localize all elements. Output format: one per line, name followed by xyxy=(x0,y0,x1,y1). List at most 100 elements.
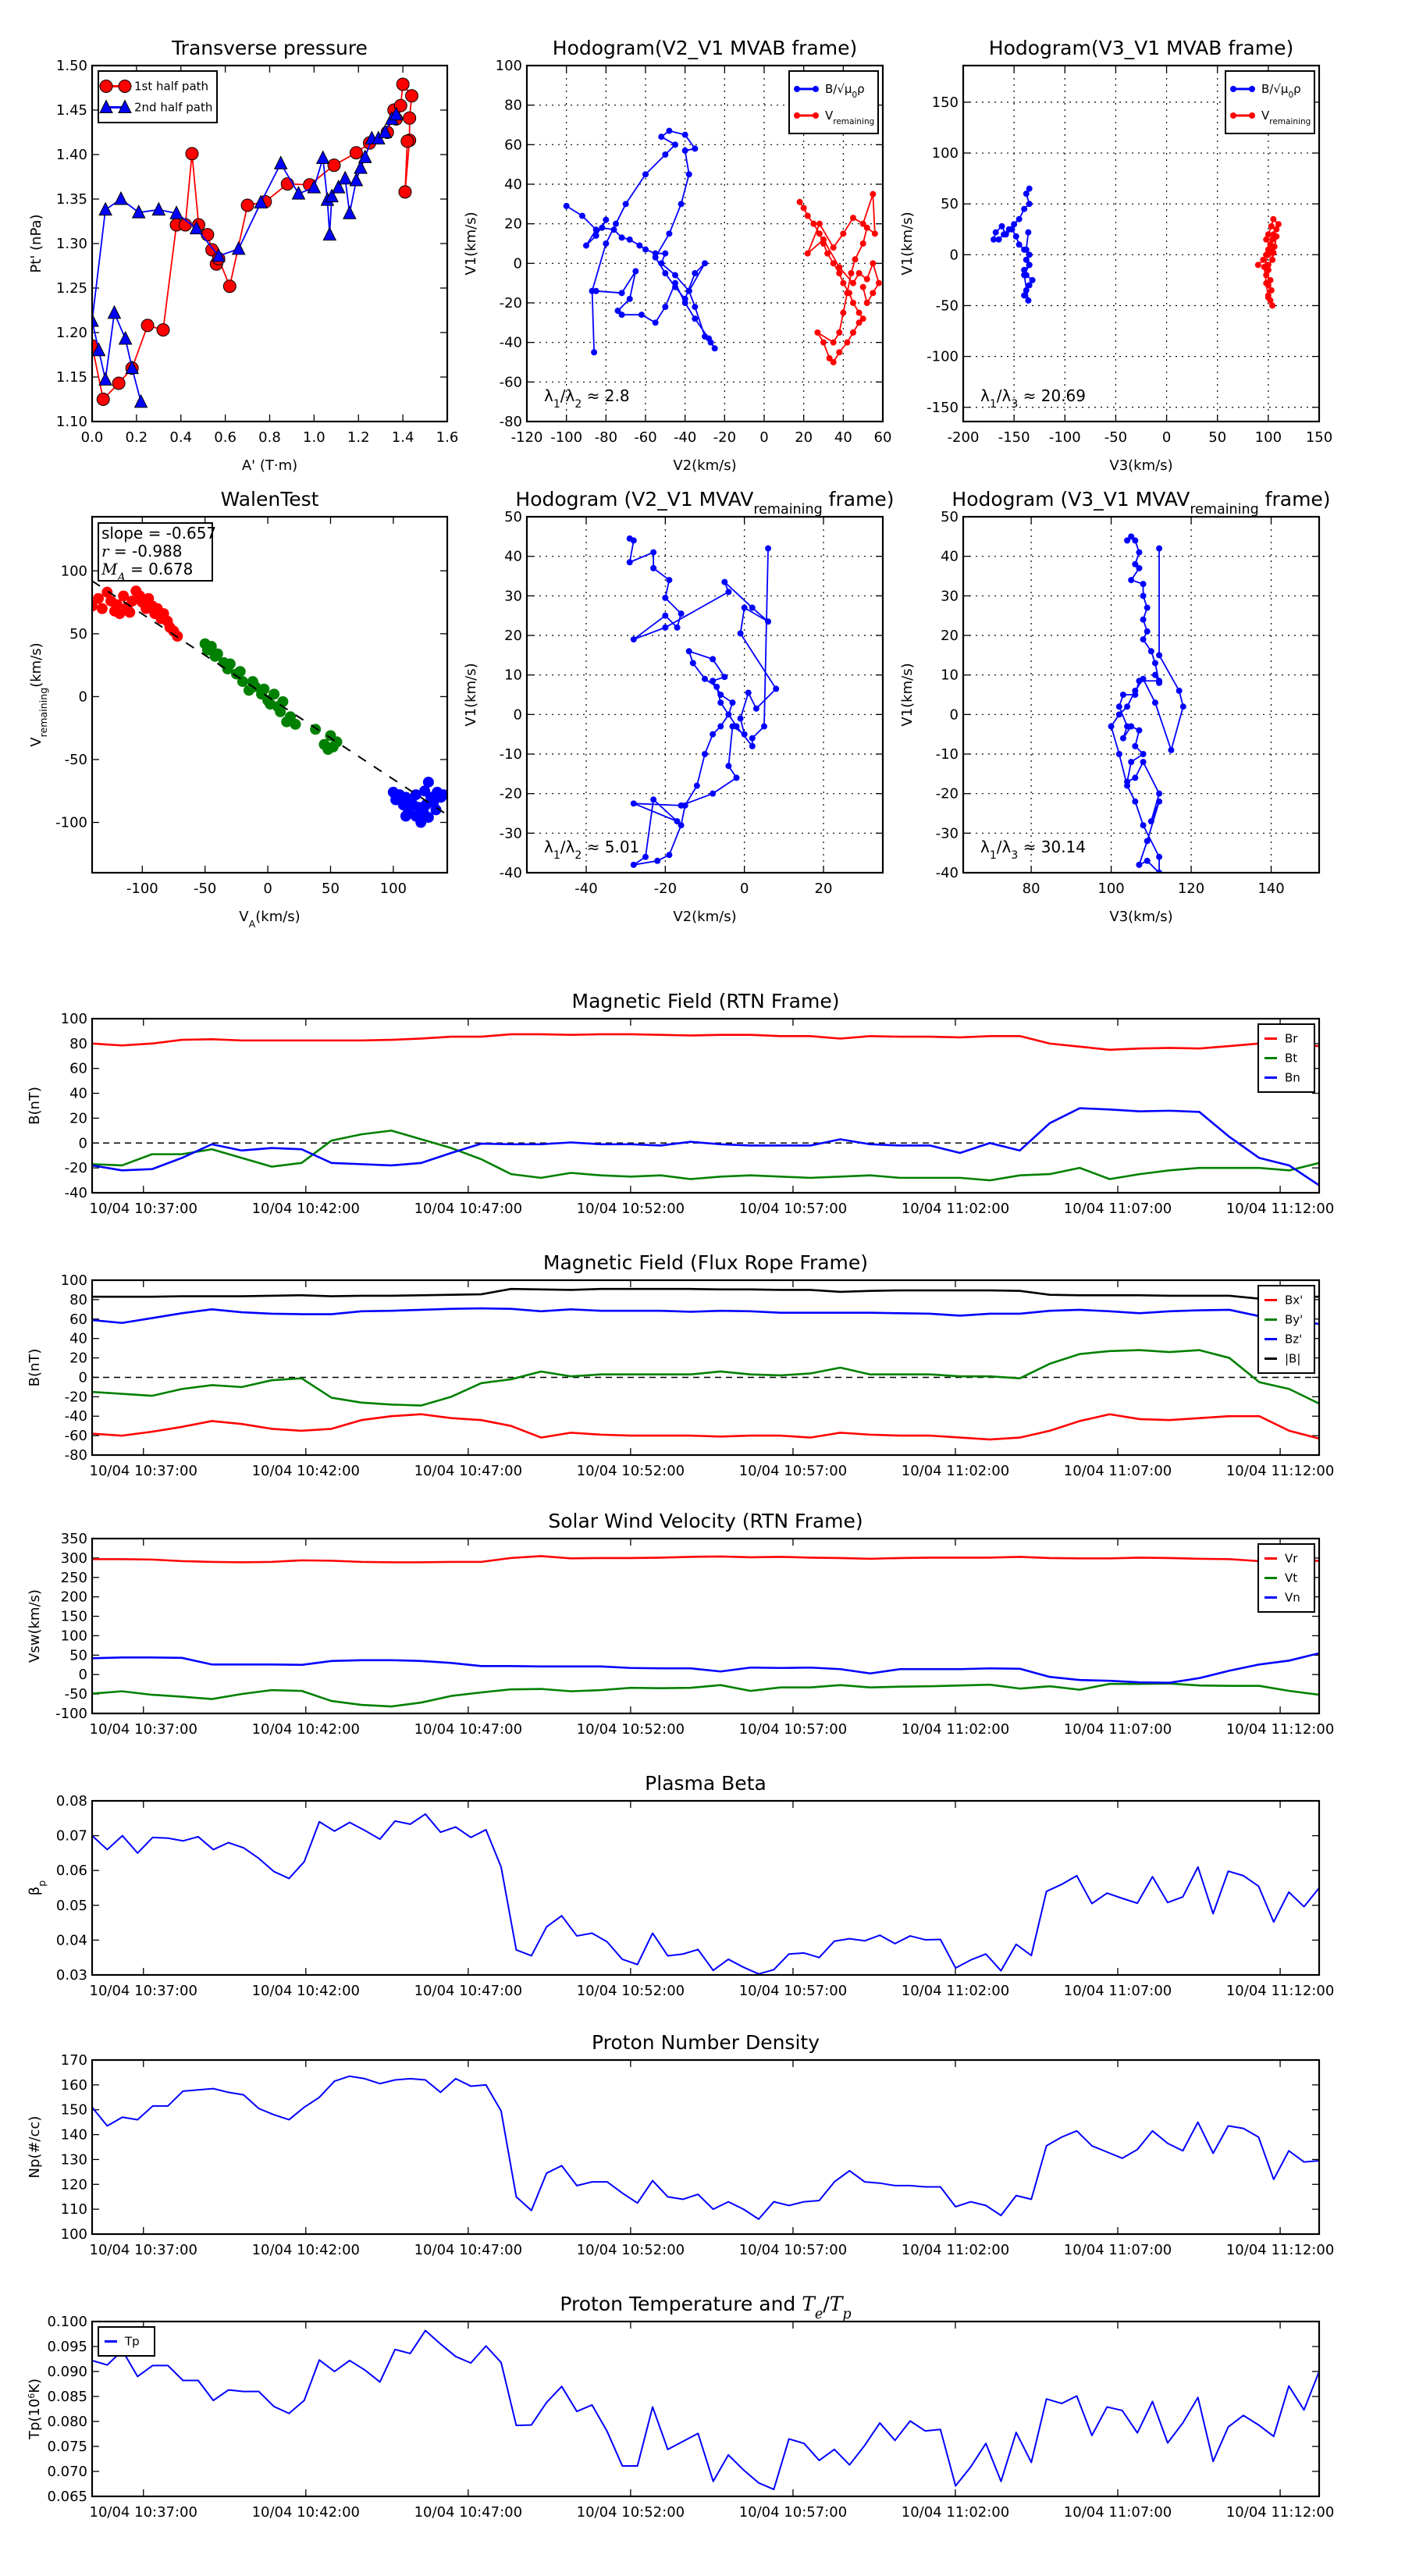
y-tick-label: 250 xyxy=(61,1570,87,1586)
data-point xyxy=(875,279,882,286)
data-point xyxy=(212,247,226,262)
data-point xyxy=(273,155,288,169)
x-tick-label: -50 xyxy=(194,881,216,897)
legend-marker xyxy=(118,99,132,113)
data-point xyxy=(800,205,807,212)
data-point xyxy=(721,578,728,585)
x-tick-label: 10/04 10:52:00 xyxy=(577,2242,685,2258)
data-point xyxy=(591,349,598,356)
data-point xyxy=(1176,687,1183,694)
legend-item: Bz' xyxy=(1264,1332,1302,1347)
data-point xyxy=(733,774,740,781)
y-tick-label: 80 xyxy=(504,98,522,114)
x-tick-label: -150 xyxy=(998,429,1030,446)
data-point xyxy=(1264,262,1272,269)
data-point xyxy=(1144,838,1151,845)
data-point xyxy=(398,185,412,199)
data-point xyxy=(863,300,870,306)
data-point xyxy=(118,330,133,345)
data-point xyxy=(810,220,817,227)
y-tick-label: -60 xyxy=(500,374,522,390)
data-point xyxy=(1136,564,1143,571)
data-point xyxy=(618,234,625,241)
data-point xyxy=(741,604,748,611)
text-part: Solar Wind Velocity (RTN Frame) xyxy=(548,1510,863,1532)
data-point xyxy=(1132,774,1139,781)
y-axis-label: B(nT) xyxy=(27,1087,43,1125)
series-0 xyxy=(92,1413,1319,1441)
y-tick-label: 10 xyxy=(941,667,959,684)
data-point xyxy=(290,718,301,730)
legend-item: 1st half path xyxy=(99,80,208,94)
series-1 xyxy=(1254,215,1282,309)
data-point xyxy=(681,802,688,809)
data-point xyxy=(804,212,811,219)
data-point xyxy=(859,220,866,227)
data-point xyxy=(1023,190,1030,197)
data-point xyxy=(1273,233,1280,240)
y-tick-label: 30 xyxy=(941,588,959,604)
legend-label: Vremaining xyxy=(1261,109,1311,126)
data-point xyxy=(201,228,215,242)
legend-marker xyxy=(1249,86,1255,92)
data-point xyxy=(702,675,708,682)
data-point xyxy=(725,711,732,718)
y-axis-label: Vremaining(km/s) xyxy=(28,642,49,746)
series-line xyxy=(92,1413,1319,1441)
data-point xyxy=(563,202,570,209)
data-point xyxy=(151,201,166,216)
text-part: V xyxy=(1261,109,1270,123)
y-tick-label: 40 xyxy=(69,1331,87,1347)
data-point xyxy=(1168,746,1175,753)
data-point xyxy=(613,220,619,227)
text-part: Bn xyxy=(1285,1071,1300,1085)
x-tick-label: 10/04 10:37:00 xyxy=(90,1463,197,1479)
data-point xyxy=(830,359,837,365)
chart-title: Transverse pressure xyxy=(171,37,368,59)
data-point xyxy=(666,230,673,237)
data-point xyxy=(1151,671,1158,678)
data-point xyxy=(850,279,856,286)
y-tick-label: 0.100 xyxy=(47,2314,87,2330)
chart-magnetic-field-rtn: Magnetic Field (RTN Frame) 10/04 10:37:00… xyxy=(27,990,1334,1217)
data-point xyxy=(1273,226,1280,233)
series-2 xyxy=(387,776,447,828)
data-point xyxy=(1264,251,1272,258)
series-1 xyxy=(92,106,404,408)
data-point xyxy=(234,666,246,678)
data-point xyxy=(650,549,657,556)
chart-title: Magnetic Field (Flux Rope Frame) xyxy=(543,1251,868,1274)
data-point xyxy=(1108,723,1115,730)
plot-area xyxy=(92,1287,1319,1441)
text-part: V1(km/s) xyxy=(899,212,916,275)
data-point xyxy=(706,335,713,342)
data-point xyxy=(354,159,368,174)
y-tick-label: 100 xyxy=(61,563,87,579)
text-part: Hodogram(V3_V1 MVAB frame) xyxy=(989,37,1293,59)
data-point xyxy=(1270,215,1277,222)
data-point xyxy=(752,705,759,712)
x-tick-label: 0 xyxy=(1162,429,1171,446)
eigenvalue-ratio: λ1/λ3 ≈ 30.14 xyxy=(980,838,1086,862)
text-part: Transverse pressure xyxy=(171,37,368,59)
y-tick-label: -60 xyxy=(65,1428,87,1444)
legend-frame xyxy=(788,70,879,134)
x-tick-label: 10/04 11:02:00 xyxy=(902,1721,1009,1738)
data-point xyxy=(1124,537,1131,544)
text-part: r xyxy=(101,542,110,560)
data-point xyxy=(662,594,669,601)
data-point xyxy=(733,723,740,730)
legend-item: |B| xyxy=(1264,1352,1300,1366)
legend-item: Bt xyxy=(1264,1051,1297,1066)
text-part: Bz' xyxy=(1285,1332,1302,1347)
data-point xyxy=(1016,215,1023,222)
data-point xyxy=(685,648,692,655)
x-tick-label: 10/04 10:57:00 xyxy=(739,2242,847,2258)
axes-frame xyxy=(91,2058,1321,2236)
data-point xyxy=(765,545,772,552)
data-point xyxy=(1264,246,1272,253)
text-part: M xyxy=(101,560,118,578)
text-part: WalenTest xyxy=(221,488,319,511)
text-part: μ xyxy=(1281,82,1289,96)
data-point xyxy=(749,742,756,749)
